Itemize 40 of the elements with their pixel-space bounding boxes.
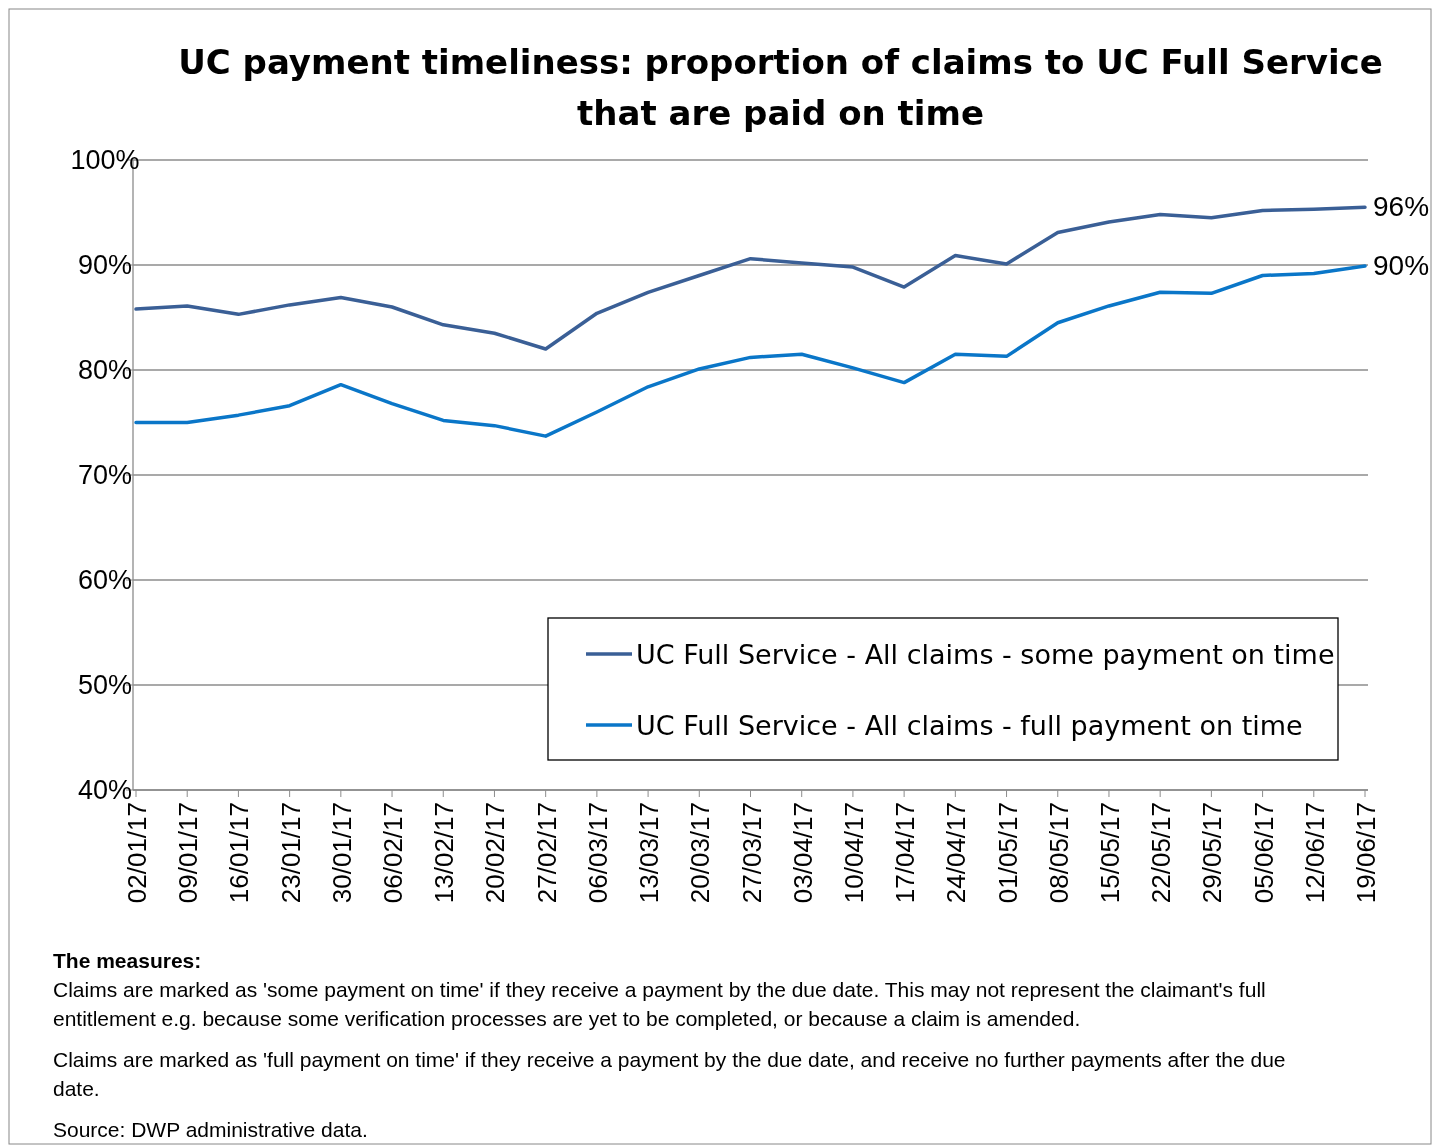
x-tick-label: 16/01/17 [224, 802, 255, 904]
x-tick-label: 17/04/17 [890, 802, 921, 904]
text: The measures: [53, 949, 202, 972]
y-tick-label: 100% [70, 145, 140, 175]
y-tick-label: 50% [77, 670, 133, 700]
y-tick-label: 60% [77, 565, 133, 595]
x-tick-label: 02/01/17 [122, 802, 152, 904]
x-tick-label: 05/06/17 [1248, 802, 1279, 904]
x-tick-label: 03/04/17 [787, 802, 818, 904]
x-tick-label: 10/04/17 [838, 802, 869, 904]
text: Claims are marked as 'some payment on time' if they receive a payment by the due date. This may not represent the claimant's full entitlement e.g. because some verification processes are yet to be completed, or because a claim is amended. [53, 978, 1266, 1030]
x-tick-label: 24/04/17 [941, 802, 972, 904]
text: Claims are marked as 'full payment on time' if they receive a payment by the due date, and receive no further payments after the due date. [53, 1048, 1286, 1100]
x-tick-label: 01/05/17 [992, 802, 1023, 904]
x-tick-label: 27/03/17 [736, 802, 767, 904]
x-tick-label: 13/02/17 [429, 802, 460, 904]
x-tick-label: 08/05/17 [1043, 802, 1074, 904]
x-tick-label: 12/06/17 [1299, 802, 1330, 904]
x-tick-label: 15/05/17 [1094, 802, 1125, 904]
x-tick-label: 23/01/17 [275, 802, 306, 904]
x-tick-label: 06/02/17 [378, 802, 409, 904]
x-tick-label: 06/03/17 [582, 802, 613, 904]
data-label: 90% [1373, 250, 1430, 282]
x-tick-label: 27/02/17 [531, 802, 562, 904]
x-tick-label: 29/05/17 [1197, 802, 1228, 904]
legend-label: UC Full Service - All claims - full payment on time [636, 710, 1303, 741]
data-label: 96% [1373, 191, 1430, 223]
x-tick-label: 13/03/17 [634, 802, 665, 904]
source-note: Source: DWP administrative data. [53, 1118, 368, 1141]
y-tick-label: 80% [77, 355, 133, 385]
x-tick-label: 19/06/17 [1351, 802, 1381, 904]
chart-title: UC payment timeliness: proportion of claims to UC Full Service that are paid on time [178, 42, 1383, 133]
x-tick-label: 20/03/17 [685, 802, 716, 904]
x-tick-label: 20/02/17 [480, 802, 511, 904]
legend-label: UC Full Service - All claims - some payment on time [636, 639, 1335, 670]
x-tick-label: 30/01/17 [326, 802, 357, 904]
x-tick-label: 09/01/17 [173, 802, 204, 904]
x-tick-label: 22/05/17 [1146, 802, 1177, 904]
y-tick-label: 70% [77, 460, 133, 490]
y-tick-label: 90% [77, 250, 133, 280]
